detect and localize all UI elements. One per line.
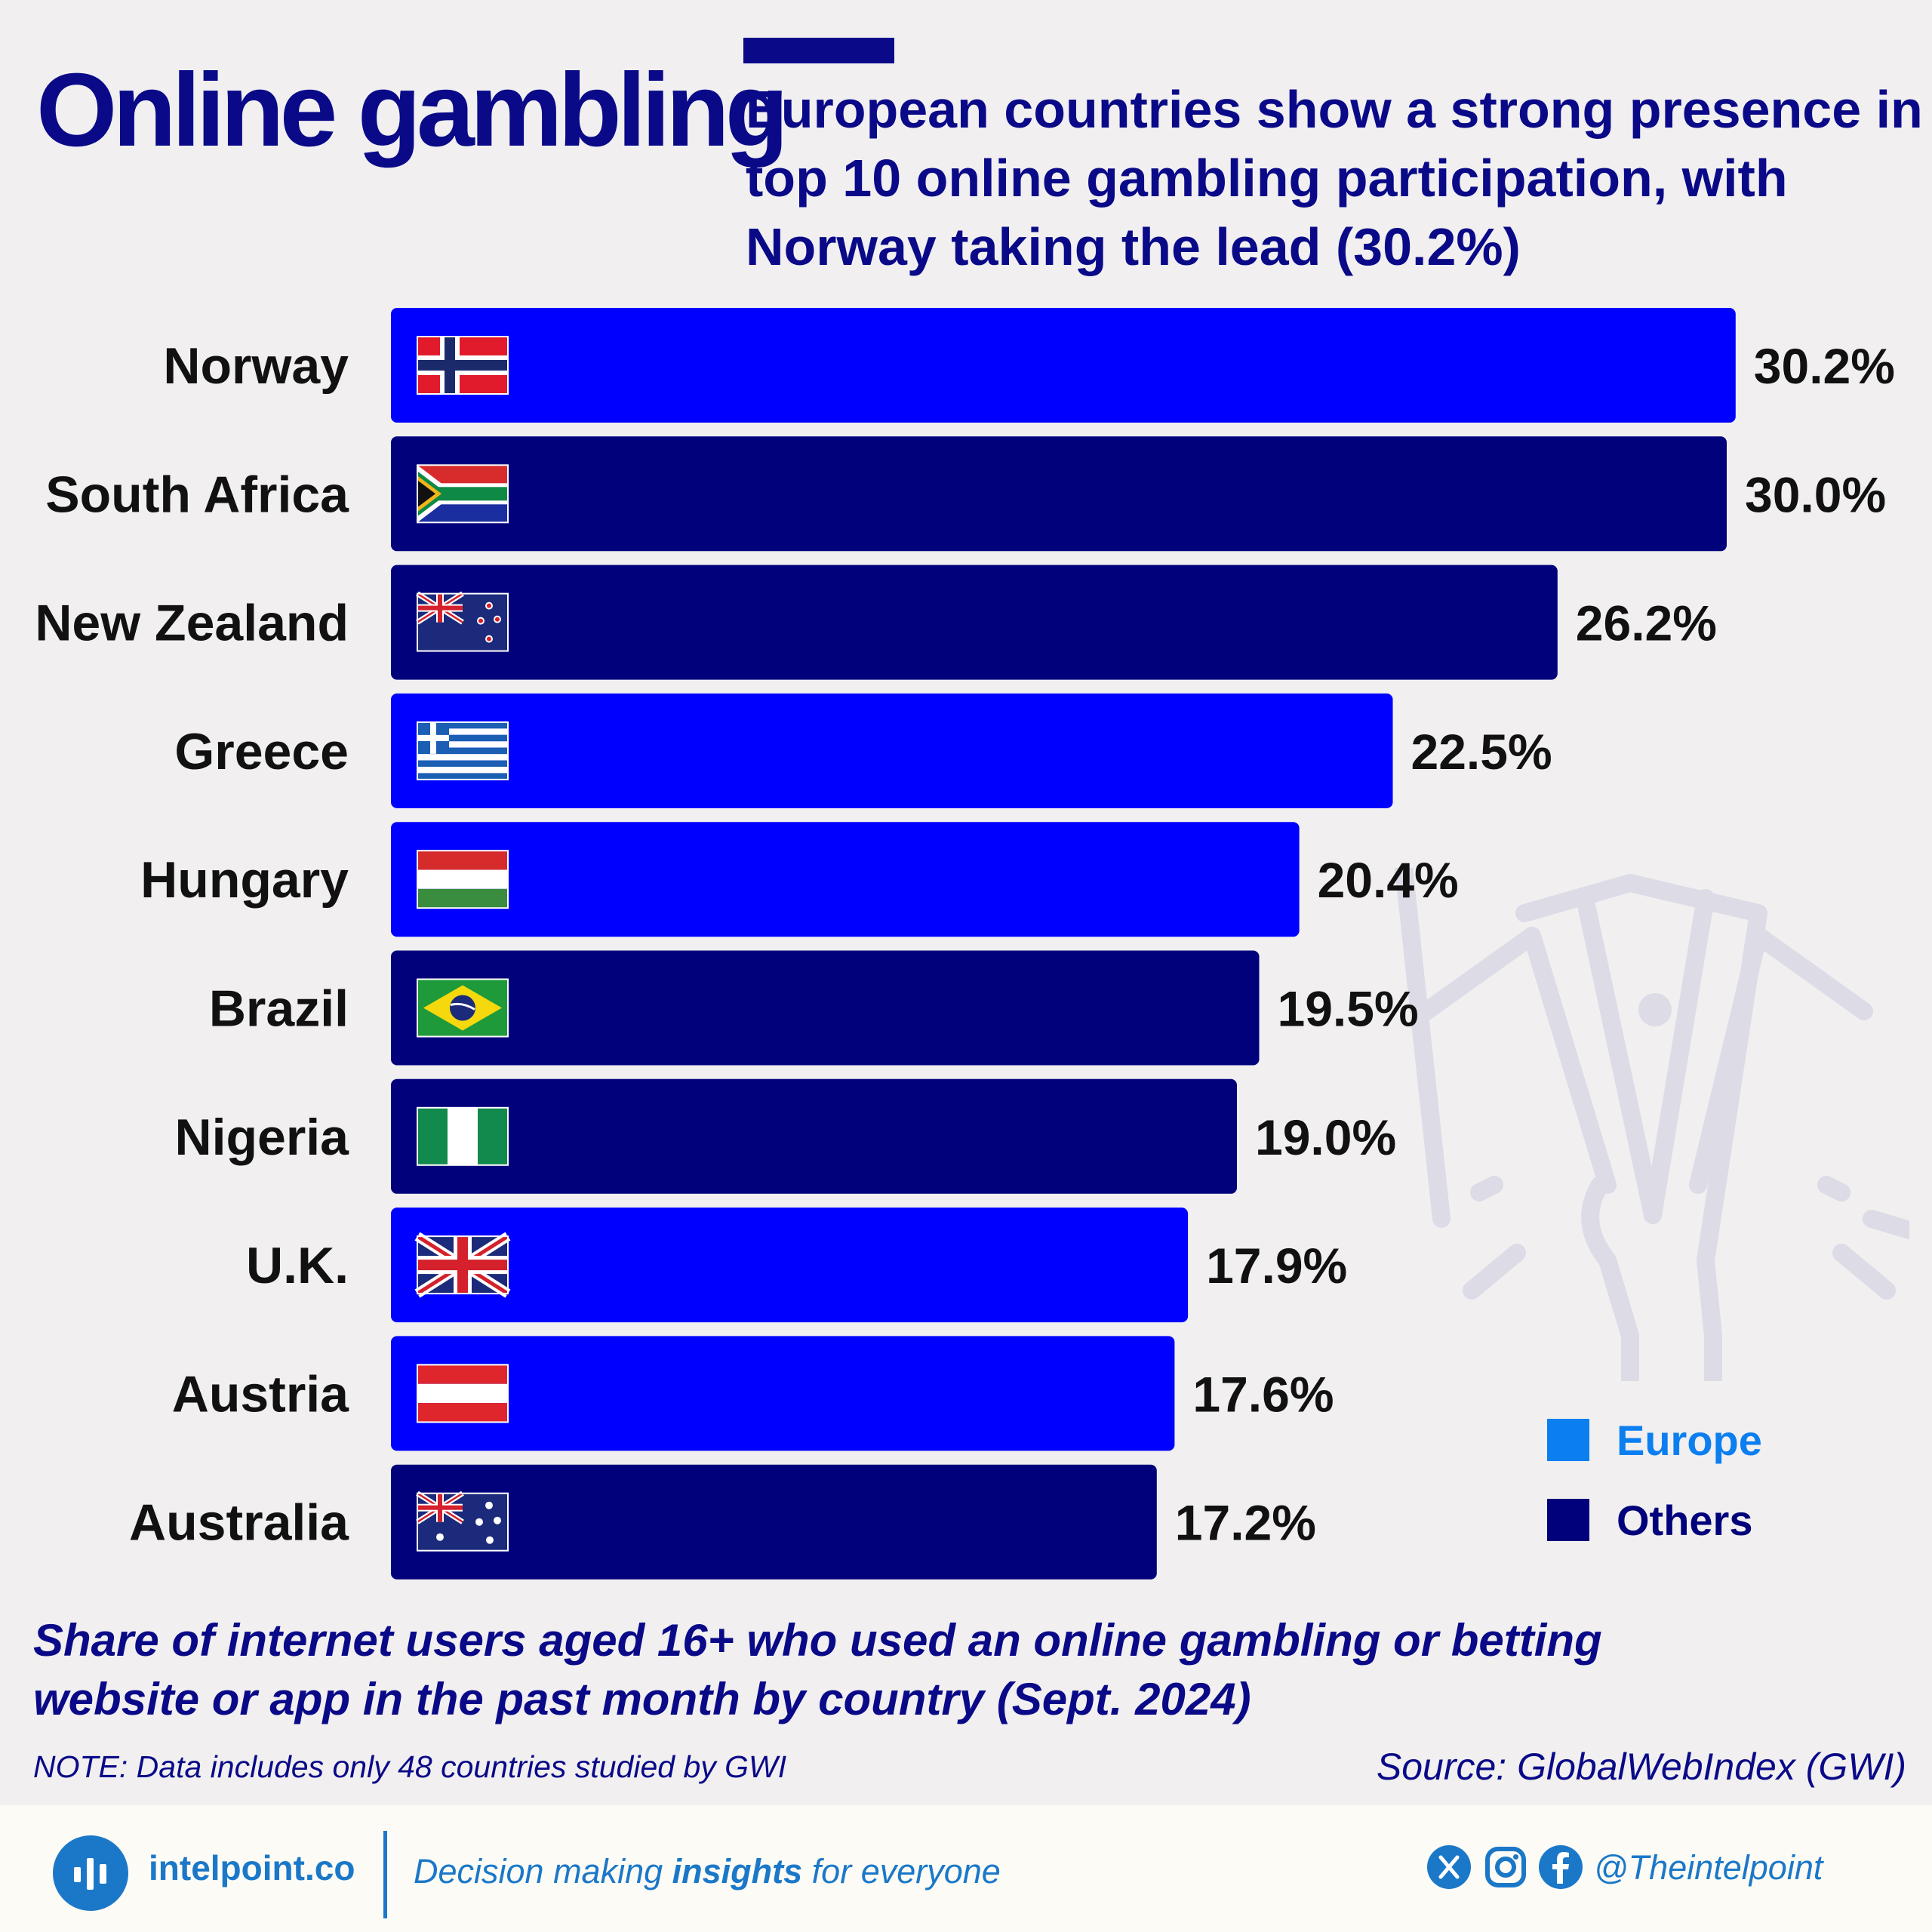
bar-hungary bbox=[391, 822, 1300, 937]
legend-item-europe: Europe bbox=[1547, 1417, 1762, 1464]
subtitle: European countries show a strong presenc… bbox=[746, 80, 1923, 276]
tagline-pre: Decision making bbox=[414, 1852, 672, 1890]
value-label-south-africa: 30.0% bbox=[1745, 466, 1886, 522]
austria-flag-icon bbox=[417, 1364, 509, 1423]
brand-link[interactable]: intelpoint.co bbox=[149, 1848, 355, 1887]
bar-norway bbox=[391, 308, 1736, 423]
australia-flag-icon bbox=[416, 1491, 509, 1552]
legend-label-others: Others bbox=[1617, 1496, 1753, 1544]
legend-swatch-europe bbox=[1547, 1419, 1589, 1461]
value-label-norway: 30.2% bbox=[1754, 338, 1895, 394]
south-africa-flag-icon bbox=[417, 464, 509, 524]
page-title: Online gambling bbox=[36, 52, 789, 168]
bar-australia bbox=[391, 1464, 1157, 1580]
bar-chart: Norway 30.2% South Africa 30.0% New Zealand 2… bbox=[35, 308, 1895, 1580]
footer: intelpoint.co Decision making insights f… bbox=[0, 1805, 1932, 1932]
value-label-greece: 22.5% bbox=[1411, 724, 1552, 780]
hungary-flag-icon bbox=[417, 850, 509, 909]
data-note: NOTE: Data includes only 48 countries st… bbox=[33, 1749, 787, 1784]
category-label-u-k: U.K. bbox=[246, 1237, 349, 1294]
brazil-flag-icon bbox=[417, 978, 509, 1038]
category-label-south-africa: South Africa bbox=[45, 466, 349, 523]
legend: Europe Others bbox=[1547, 1417, 1762, 1579]
tagline-post: for everyone bbox=[802, 1852, 1001, 1890]
value-label-hungary: 20.4% bbox=[1318, 852, 1459, 908]
source-credit: Source: GlobalWebIndex (GWI) bbox=[1376, 1746, 1906, 1788]
category-label-greece: Greece bbox=[174, 723, 349, 780]
social-handle[interactable]: @Theintelpoint bbox=[1594, 1848, 1823, 1887]
accent-bar bbox=[743, 38, 894, 63]
x-icon[interactable] bbox=[1426, 1844, 1472, 1890]
tagline: Decision making insights for everyone bbox=[414, 1852, 1001, 1891]
category-label-new-zealand: New Zealand bbox=[35, 595, 349, 652]
instagram-icon[interactable] bbox=[1483, 1844, 1528, 1890]
tagline-bold: insights bbox=[672, 1852, 803, 1890]
value-label-australia: 17.2% bbox=[1175, 1495, 1316, 1551]
uk-flag-icon bbox=[414, 1232, 511, 1298]
category-label-norway: Norway bbox=[163, 337, 349, 395]
legend-swatch-others bbox=[1547, 1499, 1589, 1541]
greece-flag-icon bbox=[417, 721, 509, 780]
category-label-austria: Austria bbox=[172, 1365, 349, 1423]
value-label-new-zealand: 26.2% bbox=[1576, 595, 1717, 651]
legend-item-others: Others bbox=[1547, 1497, 1762, 1544]
value-label-brazil: 19.5% bbox=[1278, 981, 1419, 1037]
value-label-austria: 17.6% bbox=[1192, 1366, 1334, 1422]
value-label-nigeria: 19.0% bbox=[1255, 1109, 1396, 1165]
gambling-hand-watermark-icon bbox=[1395, 868, 1909, 1381]
bar-greece bbox=[391, 693, 1393, 808]
bar-u-k bbox=[391, 1208, 1189, 1323]
category-label-nigeria: Nigeria bbox=[174, 1109, 349, 1166]
chart-caption: Share of internet users aged 16+ who use… bbox=[33, 1615, 1602, 1724]
value-label-u-k: 17.9% bbox=[1206, 1238, 1347, 1294]
bar-new-zealand bbox=[391, 565, 1558, 680]
facebook-icon[interactable] bbox=[1538, 1844, 1583, 1890]
bar-brazil bbox=[391, 950, 1260, 1066]
intelpoint-logo-icon bbox=[53, 1835, 128, 1911]
legend-label-europe: Europe bbox=[1617, 1416, 1762, 1464]
bar-nigeria bbox=[391, 1078, 1237, 1194]
nigeria-flag-icon bbox=[417, 1106, 509, 1166]
category-label-australia: Australia bbox=[129, 1494, 349, 1552]
new-zealand-flag-icon bbox=[416, 591, 509, 652]
category-label-brazil: Brazil bbox=[209, 980, 349, 1038]
bar-south-africa bbox=[391, 436, 1727, 552]
category-label-hungary: Hungary bbox=[140, 851, 349, 909]
bar-austria bbox=[391, 1336, 1175, 1451]
footer-divider bbox=[383, 1831, 387, 1918]
norway-flag-icon bbox=[417, 336, 509, 395]
